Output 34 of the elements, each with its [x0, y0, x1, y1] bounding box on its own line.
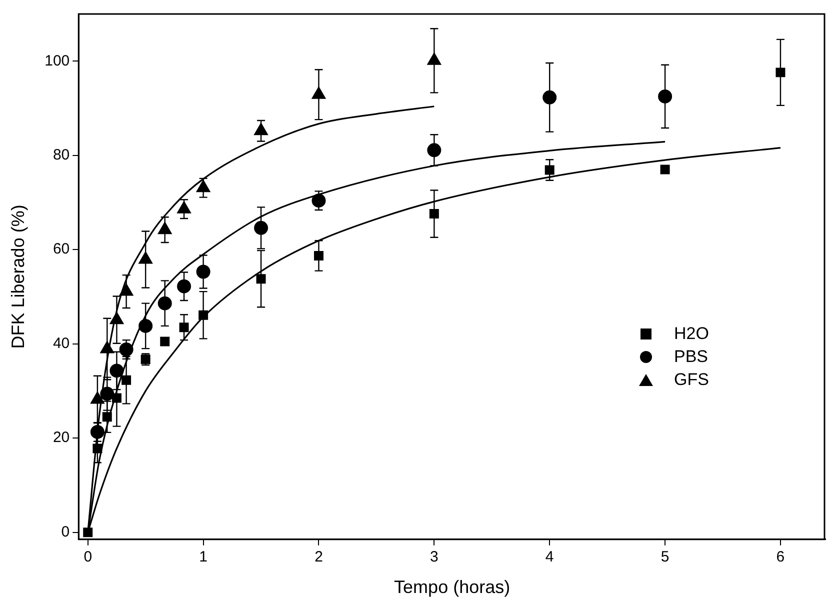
point [254, 220, 268, 235]
point [177, 279, 192, 294]
x-tick-label: 1 [199, 548, 208, 566]
x-tick-label: 4 [545, 548, 554, 566]
point [83, 528, 93, 538]
point [256, 274, 266, 284]
y-tick-label: 0 [61, 523, 70, 540]
x-tick-label: 3 [430, 548, 438, 566]
point [158, 296, 172, 310]
point [179, 322, 189, 332]
point [100, 386, 114, 401]
x-tick-label: 2 [314, 548, 323, 566]
x-tick-label: 0 [84, 548, 92, 566]
y-tick-label: 100 [44, 52, 70, 70]
point [102, 412, 112, 422]
legend-label: H2O [674, 323, 709, 345]
y-tick-label: 80 [52, 146, 70, 164]
point [92, 444, 102, 454]
legend-label: PBS [674, 346, 708, 368]
point [660, 164, 670, 174]
y-tick-label: 20 [52, 429, 70, 446]
x-axis-title: Tempo (horas) [394, 577, 510, 598]
y-axis-title: DFK Liberado (%) [8, 204, 28, 349]
y-tick-label: 40 [52, 334, 70, 352]
point [160, 336, 170, 346]
point [658, 89, 672, 104]
x-tick-label: 5 [660, 548, 670, 566]
point [138, 318, 153, 333]
point [542, 90, 557, 104]
point [544, 165, 554, 175]
x-tick-label: 6 [776, 548, 785, 566]
point [776, 68, 786, 78]
y-tick-label: 60 [52, 240, 70, 258]
legend-label: GFS [674, 369, 709, 391]
